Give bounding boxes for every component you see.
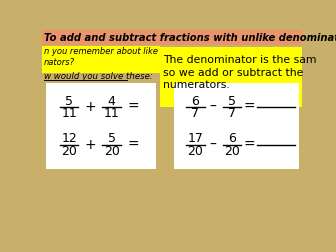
- Text: 6: 6: [192, 94, 199, 108]
- Text: n you remember about like: n you remember about like: [44, 47, 158, 56]
- FancyBboxPatch shape: [42, 46, 160, 73]
- Text: The denominator is the sam: The denominator is the sam: [163, 55, 317, 65]
- Text: 7: 7: [192, 107, 200, 120]
- Text: nators?: nators?: [44, 58, 75, 67]
- Text: numerators.: numerators.: [163, 80, 229, 90]
- FancyBboxPatch shape: [160, 47, 302, 107]
- Text: 12: 12: [61, 132, 77, 145]
- Text: +: +: [84, 138, 96, 152]
- Text: 20: 20: [104, 145, 120, 158]
- Text: 11: 11: [61, 107, 77, 120]
- Text: 20: 20: [187, 145, 203, 158]
- Text: 4: 4: [108, 94, 116, 108]
- Text: –: –: [209, 138, 216, 152]
- Text: 11: 11: [104, 107, 120, 120]
- Text: w would you solve these:: w would you solve these:: [44, 72, 152, 81]
- Text: 20: 20: [224, 145, 240, 158]
- Text: =: =: [244, 138, 255, 152]
- FancyBboxPatch shape: [42, 30, 302, 45]
- Text: =: =: [128, 100, 139, 114]
- FancyBboxPatch shape: [46, 83, 156, 169]
- Text: To add and subtract fractions with unlike denominators: To add and subtract fractions with unlik…: [44, 33, 336, 43]
- Text: 20: 20: [61, 145, 77, 158]
- Text: 17: 17: [187, 132, 203, 145]
- Text: 5: 5: [228, 94, 236, 108]
- Text: =: =: [244, 100, 255, 114]
- Text: –: –: [209, 100, 216, 114]
- Text: +: +: [84, 100, 96, 114]
- FancyBboxPatch shape: [174, 83, 299, 169]
- Text: 6: 6: [228, 132, 236, 145]
- Text: =: =: [128, 138, 139, 152]
- Text: 7: 7: [228, 107, 236, 120]
- Text: so we add or subtract the: so we add or subtract the: [163, 68, 303, 78]
- Text: 5: 5: [108, 132, 116, 145]
- Text: 5: 5: [65, 94, 73, 108]
